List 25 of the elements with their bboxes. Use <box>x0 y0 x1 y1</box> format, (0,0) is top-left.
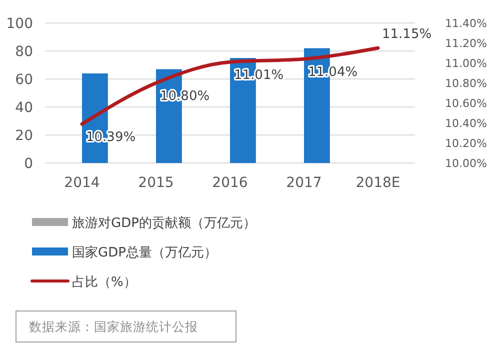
y-tick-label: 20 <box>15 128 33 144</box>
legend-label: 旅游对GDP的贡献额（万亿元） <box>72 216 256 231</box>
y2-tick-label: 10.20% <box>445 137 487 150</box>
line-series <box>80 46 380 126</box>
y-tick-label: 60 <box>15 72 33 88</box>
y2-tick-label: 10.00% <box>445 157 487 170</box>
x-tick-label: 2017 <box>286 175 322 191</box>
x-tick-label: 2018E <box>356 175 400 191</box>
y2-tick-label: 10.60% <box>445 97 487 110</box>
y2-tick-label: 11.40% <box>445 17 487 30</box>
y2-tick-label: 10.40% <box>445 117 487 130</box>
legend-label: 国家GDP总量（万亿元） <box>72 244 217 260</box>
y-tick-label: 0 <box>24 156 33 172</box>
source-note: 数据来源：国家旅游统计公报 <box>29 319 198 334</box>
y-tick-label: 100 <box>6 16 33 32</box>
y-tick-label: 40 <box>15 100 33 116</box>
y2-tick-label: 11.20% <box>445 37 487 50</box>
x-tick-label: 2016 <box>212 175 248 191</box>
legend-label: 占比（%） <box>72 275 136 290</box>
data-label: 11.15% <box>382 27 432 42</box>
y2-tick-label: 10.80% <box>445 77 487 90</box>
x-tick-label: 2014 <box>64 175 100 191</box>
y2-tick-label: 11.00% <box>445 57 487 70</box>
y-tick-label: 80 <box>15 44 33 60</box>
x-tick-label: 2015 <box>138 175 174 191</box>
